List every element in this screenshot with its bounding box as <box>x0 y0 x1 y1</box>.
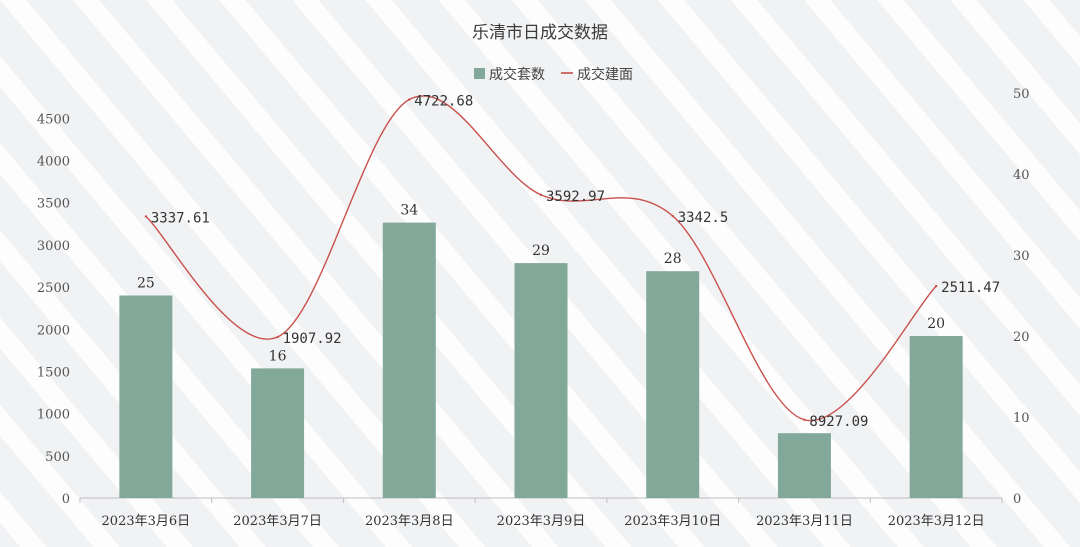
line-point <box>934 284 938 288</box>
x-axis-tick-label: 2023年3月7日 <box>233 514 322 529</box>
line-value-label: 1907.92 <box>283 331 342 347</box>
right-axis-tick-label: 30 <box>1013 249 1030 264</box>
line-labels: 3337.61 1907.92 4722.68 3592.97 3342.5 8927.0… <box>151 94 1000 430</box>
x-axis-tick-label: 2023年3月6日 <box>102 514 191 529</box>
left-axis-tick-label: 2000 <box>37 323 70 338</box>
right-axis-tick-label: 50 <box>1013 87 1030 102</box>
line-point <box>803 418 806 421</box>
left-axis-tick-label: 1000 <box>37 408 70 423</box>
bar-series <box>119 222 963 498</box>
line-value-label: 4722.68 <box>414 94 473 110</box>
bar <box>382 222 436 498</box>
right-axis-tick-label: 40 <box>1013 168 1030 183</box>
line-value-label: 3337.61 <box>151 210 210 226</box>
left-axis-tick-label: 4500 <box>37 112 70 127</box>
bar-value-label: 20 <box>927 316 945 332</box>
left-axis-tick-label: 2500 <box>37 281 70 296</box>
line-point <box>671 214 674 218</box>
left-axis: 0 500 1000 1500 2000 2500 3000 3500 4000 4500 <box>37 112 70 507</box>
x-axis-tick-label: 2023年3月9日 <box>497 514 586 529</box>
bar <box>251 368 305 498</box>
x-axis-tick-label: 2023年3月8日 <box>365 514 454 529</box>
left-axis-tick-label: 3500 <box>37 197 70 212</box>
bar-value-label: 25 <box>137 276 155 292</box>
bar <box>646 271 700 498</box>
bar <box>514 263 568 498</box>
left-axis-tick-label: 1500 <box>37 365 70 380</box>
chart-title: 乐清市日成交数据 <box>472 23 608 43</box>
line-series <box>144 95 938 422</box>
line-point <box>144 215 148 218</box>
line-point <box>408 98 411 101</box>
right-axis-tick-label: 0 <box>1013 492 1021 507</box>
legend: 成交套数 成交建面 <box>474 66 633 83</box>
bar-value-label: 28 <box>664 251 682 267</box>
bar <box>777 433 831 498</box>
right-axis: 0 10 20 30 40 50 <box>1013 87 1030 507</box>
bar-labels: 25 16 34 29 28 20 <box>137 203 945 365</box>
left-axis-tick-label: 3000 <box>37 239 70 254</box>
bar <box>909 336 963 498</box>
x-axis: 2023年3月6日 2023年3月7日 2023年3月8日 2023年3月9日 2023… <box>79 498 1003 529</box>
line-value-label: 2511.47 <box>941 280 1000 296</box>
line-value-label: 3592.97 <box>546 189 605 205</box>
x-axis-tick-label: 2023年3月10日 <box>624 514 721 529</box>
x-axis-tick-label: 2023年3月11日 <box>756 514 853 529</box>
bar-value-label: 34 <box>400 203 418 219</box>
x-axis-tick-label: 2023年3月12日 <box>888 514 985 529</box>
legend-label-bar: 成交套数 <box>489 66 545 83</box>
line-value-label: 3342.5 <box>678 210 729 226</box>
left-axis-tick-label: 0 <box>62 492 70 507</box>
legend-swatch-bar <box>474 68 485 79</box>
line-point <box>539 193 543 197</box>
legend-label-line: 成交建面 <box>577 66 633 83</box>
bar <box>119 295 173 498</box>
bar-value-label: 16 <box>269 348 287 364</box>
left-axis-tick-label: 500 <box>45 450 70 465</box>
right-axis-tick-label: 10 <box>1013 411 1030 426</box>
bar-value-label: 29 <box>532 243 550 259</box>
line-value-label: 8927.09 <box>809 414 868 430</box>
left-axis-tick-label: 4000 <box>37 155 70 170</box>
line-point <box>276 335 279 339</box>
right-axis-tick-label: 20 <box>1013 330 1030 345</box>
